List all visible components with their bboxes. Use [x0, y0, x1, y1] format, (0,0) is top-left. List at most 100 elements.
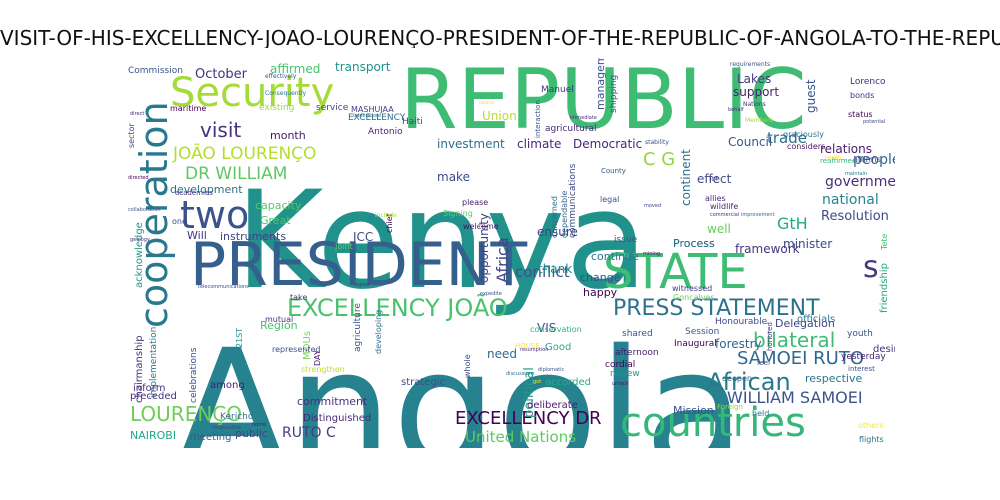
cloud-word: support [733, 85, 780, 99]
cloud-word: visit [200, 118, 242, 142]
cloud-word: one [172, 217, 187, 226]
cloud-word: investment [437, 137, 505, 151]
cloud-word: potential [863, 119, 886, 125]
cloud-word: framework [735, 242, 800, 256]
cloud-word: Process [673, 237, 715, 250]
cloud-word: climate [517, 137, 562, 151]
cloud-word: GtH [777, 214, 808, 233]
cloud-word: Joint [335, 242, 353, 251]
cloud-word: Distinguished [303, 413, 372, 424]
cloud-word: allies [705, 194, 726, 203]
cloud-word: witnessed [672, 284, 713, 293]
cloud-word: STATE [603, 244, 748, 300]
cloud-word: developing [374, 309, 383, 354]
cloud-word: review [610, 369, 640, 379]
cloud-word: guest [804, 79, 818, 113]
cloud-word: ensure [537, 225, 578, 239]
cloud-word: health [825, 155, 841, 161]
cloud-word: change [580, 271, 621, 284]
cloud-word: Angola [175, 314, 746, 449]
cloud-word: capacity [255, 199, 302, 212]
cloud-word: WILLIAM SAMOEI [727, 388, 863, 407]
cloud-word: make [437, 170, 470, 184]
cloud-word: academies [175, 189, 213, 197]
cloud-word: strategic [401, 377, 446, 388]
cloud-word: agree [355, 282, 370, 288]
cloud-word: wildlife [710, 202, 739, 211]
cloud-word: effectively [265, 73, 297, 80]
cloud-word: telecommunications [198, 284, 249, 290]
cloud-word: Kericho [220, 412, 254, 422]
cloud-word: existing [259, 103, 295, 113]
cloud-word: United Nations [465, 428, 577, 446]
cloud-word: welcome [463, 222, 499, 231]
cloud-word: officials [797, 314, 836, 325]
cloud-word: among [210, 380, 245, 391]
cloud-word: celebrations [189, 347, 199, 403]
cloud-word: ICT [710, 177, 719, 183]
cloud-word: flights [859, 435, 884, 444]
word-cloud: Kenya Angola REPUBLIC PRESIDENT cooperat… [125, 58, 895, 448]
cloud-word: service [316, 103, 349, 113]
cloud-word: cooperation [132, 101, 176, 328]
cloud-word: interaction [534, 100, 542, 138]
cloud-word: DAY [313, 350, 322, 366]
cloud-word: Honourable [715, 317, 768, 327]
cloud-word: EXCELLENCY DR [455, 408, 602, 429]
cloud-word: effect [697, 172, 732, 186]
cloud-word: maintain [845, 171, 868, 177]
cloud-word: expedite [480, 291, 502, 297]
cloud-word: RUTO C [282, 425, 336, 441]
cloud-word: others [858, 421, 884, 430]
cloud-word: countries [620, 400, 806, 446]
cloud-word: held [752, 409, 770, 418]
cloud-word: Foreign [717, 403, 743, 411]
cloud-word: Haiti [402, 117, 423, 127]
cloud-word: agricultural [545, 124, 597, 134]
cloud-word: geology [130, 237, 150, 243]
cloud-word: forestry [715, 337, 762, 351]
cloud-word: County [601, 167, 626, 175]
cloud-word: youth [847, 329, 873, 339]
cloud-word: PRESS STATEMENT [613, 296, 820, 321]
cloud-word: afternoon [615, 348, 659, 358]
cloud-word: Will [187, 229, 207, 242]
cloud-word: Signing [443, 209, 473, 218]
cloud-word: HOUSE [515, 342, 540, 350]
cloud-word: preceded [130, 391, 177, 402]
cloud-word: REPUBLIC [400, 58, 807, 148]
cloud-word: Security [170, 70, 335, 116]
cloud-word: issue [614, 235, 638, 245]
cloud-word: include [375, 212, 397, 219]
cloud-word: bilateral [753, 328, 836, 352]
cloud-word: EXCELLENCY [348, 113, 406, 123]
cloud-word: underscore [353, 113, 382, 119]
cloud-word: graciously [783, 130, 824, 139]
cloud-word: instruments [220, 230, 287, 243]
cloud-word: moved [644, 203, 662, 209]
cloud-word: development [170, 183, 243, 196]
cloud-word: interest [848, 365, 875, 373]
cloud-word: whole [463, 354, 472, 378]
cloud-word: sector [127, 123, 136, 148]
cloud-word: unlock [612, 381, 629, 387]
cloud-word: relations [820, 142, 872, 156]
cloud-word: status [848, 110, 873, 119]
cloud-word: conservation [530, 325, 582, 334]
cloud-word: Lorenco [850, 77, 886, 87]
cloud-word: happy [583, 286, 618, 299]
cloud-word: Consequently [265, 90, 307, 97]
cloud-word: Commission [128, 66, 183, 76]
cloud-word: reaffirmed [820, 157, 857, 165]
cloud-word: yesterday [841, 352, 886, 362]
cloud-word: inform [133, 383, 166, 394]
cloud-word: C G [643, 149, 676, 170]
cloud-word: home [252, 422, 267, 428]
cloud-word: Council [728, 135, 773, 149]
cloud-word: honored [766, 322, 774, 351]
cloud-word: affirms [853, 155, 881, 164]
cloud-word: Union [482, 109, 517, 123]
cloud-word: strengthen [301, 365, 345, 374]
cloud-word: need [487, 347, 517, 361]
cloud-word: acknowledge [134, 222, 145, 288]
